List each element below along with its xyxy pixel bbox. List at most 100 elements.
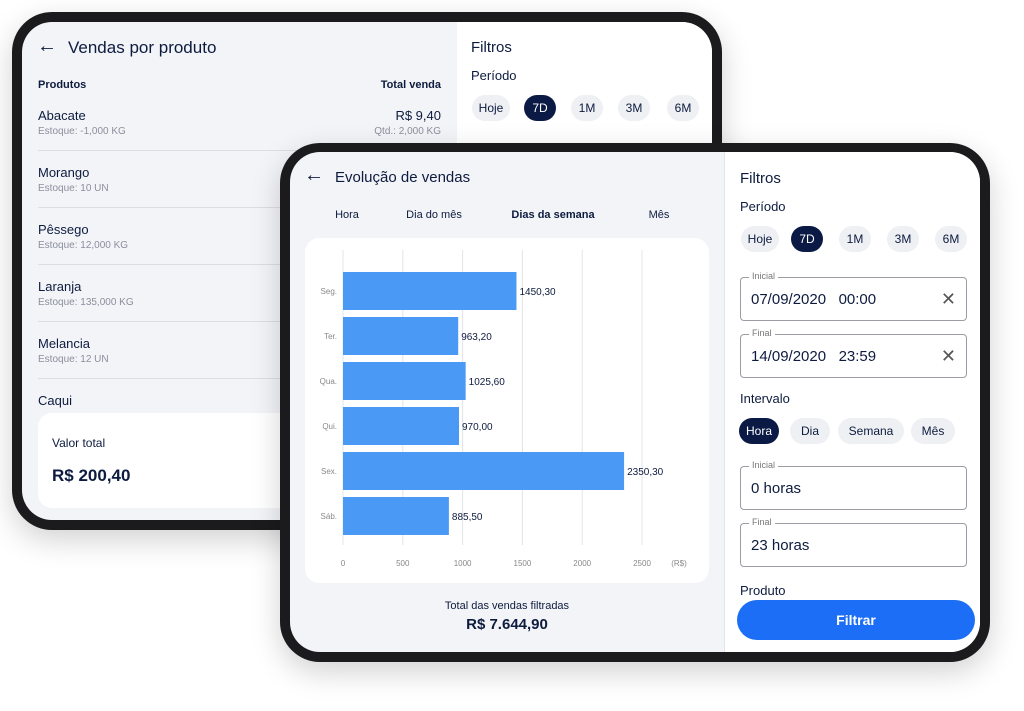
front-screen: ← Evolução de vendas Hora Dia do mês Dias … <box>290 152 980 652</box>
product-stock: Estoque: 12 UN <box>38 354 109 365</box>
clear-icon[interactable]: ✕ <box>940 289 956 309</box>
chart-card: 0 500 1000 1500 2000 2500 (R$) Seg. 1450,30 Ter. 9… <box>305 238 709 583</box>
product-name: Morango <box>38 165 90 180</box>
period-chips: Hoje 7D 1M 3M 6M <box>725 226 980 252</box>
x-tick-label: 2500 <box>633 559 651 568</box>
back-arrow[interactable]: ← <box>304 164 324 186</box>
interval-label: Intervalo <box>740 391 790 406</box>
value-label: 885,50 <box>452 512 483 523</box>
clear-icon[interactable]: ✕ <box>940 346 956 366</box>
y-tick-label: Qua. <box>320 377 337 386</box>
field-value: 23 horas <box>751 537 810 554</box>
screen-title: Evolução de vendas <box>335 169 471 186</box>
field-label: Inicial <box>749 460 779 470</box>
tab[interactable]: Dia do mês <box>406 209 462 221</box>
chip[interactable]: 3M <box>618 95 650 121</box>
chip[interactable]: 6M <box>935 226 967 252</box>
field-value: 0 horas <box>751 480 802 497</box>
product-stock: Estoque: 12,000 KG <box>38 240 129 251</box>
filter-panel: Filtros Período Hoje 7D 1M 3M 6M Inicial 07/0… <box>724 152 980 652</box>
product-name: Melancia <box>38 336 91 351</box>
chip[interactable]: 3M <box>887 226 919 252</box>
date-end-field[interactable]: Final 14/09/2020 23:59 ✕ <box>740 328 967 378</box>
total-label: Total das vendas filtradas <box>444 600 570 612</box>
chart: 0 500 1000 1500 2000 2500 (R$) Seg. 1450,30 Ter. 9… <box>320 250 687 568</box>
x-tick-label: 500 <box>396 559 410 568</box>
x-tick-label: 0 <box>341 559 346 568</box>
chip[interactable]: Semana <box>838 418 904 444</box>
chip[interactable]: Hora <box>739 418 779 444</box>
interval-chips: Hora Dia Semana Mês <box>725 418 980 444</box>
x-tick-label: 1000 <box>454 559 472 568</box>
tab[interactable]: Hora <box>335 209 359 221</box>
row-divider <box>38 378 438 379</box>
back-arrow[interactable]: ← <box>37 35 57 57</box>
date-start-field[interactable]: Inicial 07/09/2020 00:00 ✕ <box>740 271 967 321</box>
hours-start-field[interactable]: Inicial 0 horas <box>740 460 967 510</box>
product-name: Abacate <box>38 108 86 123</box>
x-tick-label: 2000 <box>573 559 591 568</box>
period-label: Período <box>740 199 786 214</box>
chip[interactable]: 1M <box>571 95 603 121</box>
bar <box>343 497 449 535</box>
y-tick-label: Seg. <box>321 287 337 296</box>
chip[interactable]: Dia <box>790 418 830 444</box>
product-name: Laranja <box>38 279 82 294</box>
product-quantity: Qtd.: 2,000 KG <box>374 126 441 137</box>
row-divider <box>38 321 438 322</box>
product-stock: Estoque: 135,000 KG <box>38 297 134 308</box>
tabs: Hora Dia do mês Dias da semana Mês <box>290 209 724 225</box>
chip[interactable]: 1M <box>839 226 871 252</box>
field-label: Inicial <box>749 271 779 281</box>
chip[interactable]: 7D <box>524 95 556 121</box>
bar <box>343 272 517 310</box>
y-tick-label: Qui. <box>322 422 337 431</box>
filter-title: Filtros <box>471 39 512 56</box>
bar <box>343 407 460 445</box>
tab[interactable]: Mês <box>648 209 670 221</box>
product-stock: Estoque: 10 UN <box>38 183 109 194</box>
bar <box>343 317 459 355</box>
product-name: Caqui <box>38 393 72 408</box>
row-divider <box>38 264 438 265</box>
chip[interactable]: Hoje <box>741 226 779 252</box>
filter-button[interactable]: Filtrar <box>737 600 975 640</box>
period-label: Período <box>471 68 517 83</box>
y-tick-label: Sex. <box>321 467 337 476</box>
period-chips: Hoje 7D 1M 3M 6M <box>457 95 712 121</box>
product-total: R$ 9,40 <box>395 108 441 123</box>
chip[interactable]: 7D <box>791 226 823 252</box>
summary-label: Valor total <box>52 436 106 450</box>
y-tick-label: Ter. <box>324 332 337 341</box>
bar <box>343 362 466 400</box>
product-name: Pêssego <box>38 222 89 237</box>
tab[interactable]: Dias da semana <box>511 209 595 221</box>
field-value: 14/09/2020 23:59 <box>751 348 877 365</box>
chip[interactable]: Hoje <box>472 95 510 121</box>
filter-title: Filtros <box>740 170 781 187</box>
hours-end-field[interactable]: Final 23 horas <box>740 517 967 567</box>
field-label: Final <box>749 328 775 338</box>
chip[interactable]: Mês <box>911 418 955 444</box>
row-divider <box>38 150 438 151</box>
product-label: Produto <box>740 583 786 598</box>
chip[interactable]: 6M <box>667 95 699 121</box>
front-tablet: ← Evolução de vendas Hora Dia do mês Dias … <box>280 143 990 662</box>
screen-title: Vendas por produto <box>68 38 217 57</box>
value-label: 970,00 <box>462 422 493 433</box>
x-unit: (R$) <box>671 559 687 568</box>
product-stock: Estoque: -1,000 KG <box>38 126 126 137</box>
x-tick-label: 1500 <box>514 559 532 568</box>
bar <box>343 452 625 490</box>
field-label: Final <box>749 517 775 527</box>
value-label: 963,20 <box>461 332 492 343</box>
column-header: Produtos <box>38 79 87 91</box>
value-label: 1450,30 <box>519 287 556 298</box>
total-value: R$ 7.644,90 <box>466 616 548 633</box>
summary-value: R$ 200,40 <box>52 466 131 485</box>
field-value: 07/09/2020 00:00 <box>751 291 877 308</box>
value-label: 1025,60 <box>469 377 506 388</box>
y-tick-label: Sáb. <box>321 512 337 521</box>
value-label: 2350,30 <box>627 467 664 478</box>
